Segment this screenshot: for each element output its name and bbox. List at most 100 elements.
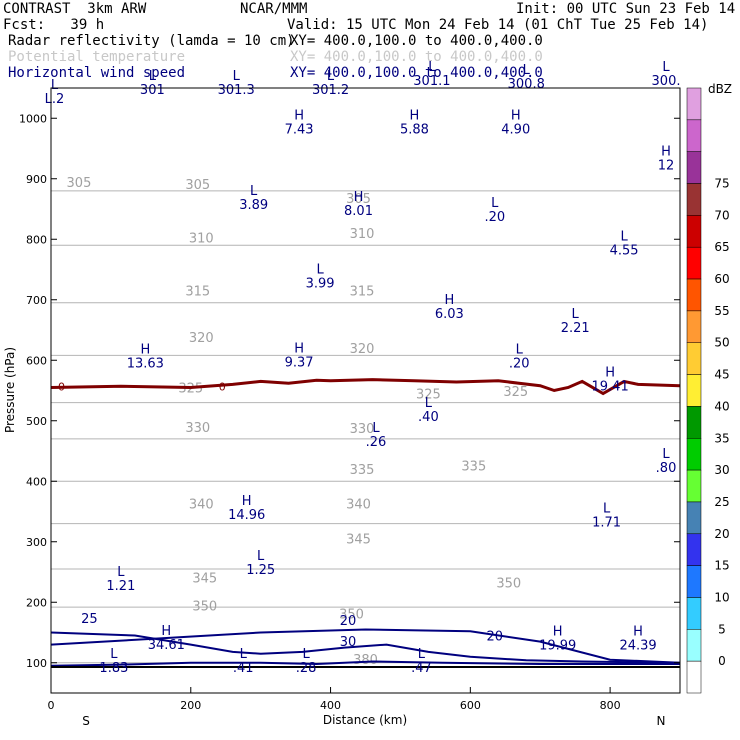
colorbar-level-label: 75 xyxy=(714,177,729,191)
y-tick-label: 400 xyxy=(26,475,47,488)
extremum-type: L xyxy=(51,78,59,93)
extremum-value: 301.2 xyxy=(312,83,349,98)
extremum-type: L xyxy=(425,396,433,411)
extremum-type: H xyxy=(161,624,171,639)
extremum-type: H xyxy=(294,108,304,123)
extremum-value: 4.90 xyxy=(501,122,530,137)
extremum-value: .20 xyxy=(484,210,505,225)
extremum-value: 19.99 xyxy=(539,638,576,653)
extremum-value: 3.99 xyxy=(306,277,335,292)
theta-contour-label: 340 xyxy=(346,497,371,512)
extremum-value: 14.96 xyxy=(228,508,265,523)
extremum-value: .80 xyxy=(656,461,677,476)
header-forecast: Fcst: 39 h xyxy=(3,17,105,33)
theta-contour-label: 350 xyxy=(496,577,521,592)
extremum-type: L xyxy=(523,63,531,78)
colorbar-swatch xyxy=(686,310,702,343)
colorbar-level-label: 5 xyxy=(718,622,726,636)
extremum-type: L xyxy=(572,307,580,322)
field-reflectivity-name: Radar reflectivity (lamda = 10 cm) xyxy=(8,33,295,49)
colorbar-level-label: 50 xyxy=(714,336,729,350)
extremum-type: L xyxy=(327,69,335,84)
colorbar-level-label: 60 xyxy=(714,272,729,286)
extremum-type: H xyxy=(511,108,521,123)
extremum-type: H xyxy=(354,190,364,205)
extremum-type: L xyxy=(603,502,611,517)
y-axis-label: Pressure (hPa) xyxy=(3,347,17,433)
x-tick-label: 400 xyxy=(320,699,341,712)
extremum-value: 13.63 xyxy=(127,357,164,372)
plot-frame xyxy=(50,87,681,694)
wind-contours: 20 20 25 30 xyxy=(51,612,680,667)
x-axis: 0 200 400 600 800 xyxy=(48,687,621,712)
extremum-type: H xyxy=(553,624,563,639)
extremum-type: L xyxy=(257,549,265,564)
x-tick-label: 600 xyxy=(460,699,481,712)
y-tick-label: 500 xyxy=(26,415,47,428)
y-tick-label: 600 xyxy=(26,354,47,367)
x-tick-label: 200 xyxy=(180,699,201,712)
extremum-value: 2.21 xyxy=(561,321,590,336)
extremum-type: L xyxy=(250,184,258,199)
field-theta-xy: XY= 400.0,100.0 to 400.0,400.0 xyxy=(290,49,543,65)
colorbar-swatch xyxy=(686,87,702,121)
extremum-value: 3.89 xyxy=(239,198,268,213)
colorbar-swatch xyxy=(686,501,702,535)
colorbar-level-label: 0 xyxy=(718,654,726,668)
extremum-value: 1.25 xyxy=(246,563,275,578)
x-tick-label: 800 xyxy=(600,699,621,712)
x-end-label-north: N xyxy=(657,714,666,728)
field-wind-name: Horizontal wind speed xyxy=(8,65,186,81)
zero-isotherm-label: 0 xyxy=(219,380,226,393)
y-tick-label: 100 xyxy=(26,657,47,670)
theta-contour-label: 340 xyxy=(189,497,214,512)
colorbar-swatch xyxy=(686,438,702,471)
colorbar-level-label: 70 xyxy=(714,208,729,222)
theta-contour-label: 335 xyxy=(461,459,486,474)
colorbar-level-label: 25 xyxy=(714,495,729,509)
colorbar-level-label: 30 xyxy=(714,463,729,477)
extremum-type: H xyxy=(661,145,671,160)
colorbar-level-label: 55 xyxy=(714,304,729,318)
extremum-type: L xyxy=(418,647,426,662)
colorbar-swatch xyxy=(686,374,702,407)
extremum-type: L xyxy=(302,647,310,662)
extremum-type: L xyxy=(316,263,324,278)
colorbar-level-label: 65 xyxy=(714,240,729,254)
theta-contours: 380 350 350 350 345 345 340 340 335 335 330 330 325 3… xyxy=(51,176,680,668)
colorbar-swatch xyxy=(686,246,702,280)
extremum-value: 301 xyxy=(140,83,165,98)
extremum-value: .28 xyxy=(296,661,317,676)
theta-contour-label: 320 xyxy=(350,342,375,357)
extremum-type: H xyxy=(294,341,304,356)
x-end-label-south: S xyxy=(82,714,90,728)
theta-contour-label: 350 xyxy=(192,600,217,615)
extremum-value: 9.37 xyxy=(285,355,314,370)
theta-contour-label: 315 xyxy=(185,285,210,300)
colorbar-swatch xyxy=(686,533,702,566)
extremum-value: 301.3 xyxy=(218,83,255,98)
colorbar-swatch xyxy=(686,406,702,439)
theta-contour-label: 345 xyxy=(346,533,371,548)
extremum-value: 1.83 xyxy=(99,661,128,676)
theta-contour-label: 305 xyxy=(185,178,210,193)
extremum-type: H xyxy=(410,108,420,123)
zero-isotherm-label: 0 xyxy=(58,380,65,393)
colorbar: 0 5 10 15 20 25 30 35 40 45 50 55 60 65 70 75 xyxy=(686,87,730,694)
extremum-type: H xyxy=(633,624,643,639)
colorbar-swatch xyxy=(686,629,702,662)
extremum-value: 301.1 xyxy=(413,74,450,89)
extrema-labels: L1.83L.41L.28L.47H34.61H19.99H24.39L1.21… xyxy=(45,60,681,676)
extremum-type: H xyxy=(605,366,615,381)
extremum-value: 8.01 xyxy=(344,204,373,219)
extremum-value: .47 xyxy=(411,661,432,676)
extremum-type: L xyxy=(117,565,125,580)
extremum-value: 300. xyxy=(652,74,681,89)
extremum-value: .40 xyxy=(418,410,439,425)
colorbar-level-label: 40 xyxy=(714,399,729,413)
extremum-type: L xyxy=(233,69,241,84)
extremum-type: H xyxy=(444,293,454,308)
theta-contour-label: 345 xyxy=(192,571,217,586)
theta-contour-label: 305 xyxy=(346,192,371,207)
